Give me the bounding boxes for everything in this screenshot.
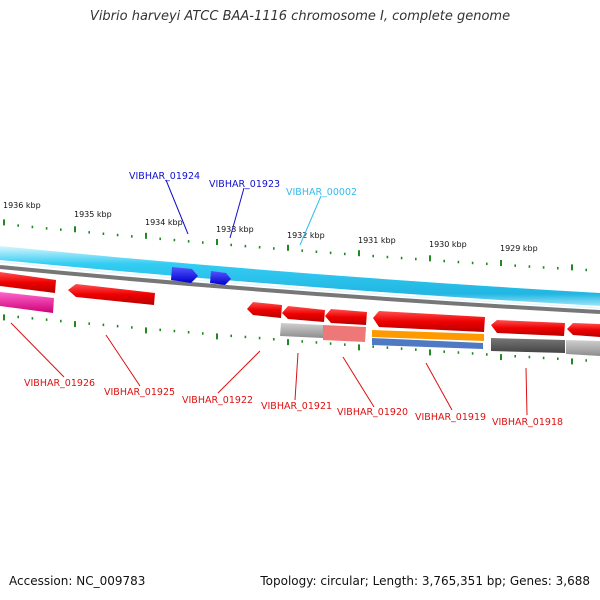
- label-vibhar-01919: VIBHAR_01919: [415, 412, 486, 423]
- scale-label-1929: 1929 kbp: [500, 244, 538, 253]
- map-title: Vibrio harveyi ATCC BAA-1116 chromosome …: [89, 9, 511, 24]
- track-orange: [372, 330, 484, 341]
- gene-forward-vibhar-01923: [210, 271, 231, 285]
- scale-label-1934: 1934 kbp: [145, 218, 183, 227]
- gene-reverse-vibhar-01919: [373, 311, 485, 332]
- inner-tick-row: [3, 314, 588, 365]
- scale-label-1930: 1930 kbp: [429, 240, 467, 249]
- gene-reverse-2: [567, 323, 600, 337]
- pink-feature: [0, 292, 54, 313]
- label-vibhar-01918: VIBHAR_01918: [492, 417, 563, 428]
- track-darkgrey: [491, 338, 565, 353]
- track-grey-2: [566, 340, 600, 356]
- gene-reverse-vibhar-01922: [247, 302, 282, 318]
- scale-label-1931: 1931 kbp: [358, 236, 396, 245]
- label-vibhar-01924: VIBHAR_01924: [129, 171, 200, 182]
- track-lightred: [323, 325, 366, 342]
- label-connectors: [10, 179, 528, 416]
- scale-label-1935: 1935 kbp: [74, 210, 112, 219]
- backbone-line: [0, 261, 600, 309]
- outer-tick-row: [3, 219, 588, 272]
- gene-reverse-vibhar-01925: [68, 284, 155, 305]
- gene-reverse-vibhar-01920: [325, 309, 367, 325]
- label-vibhar-00002: VIBHAR_00002: [286, 187, 357, 198]
- genome-summary-text: Topology: circular; Length: 3,765,351 bp…: [260, 574, 590, 588]
- gene-reverse-1: [0, 272, 56, 293]
- label-vibhar-01923: VIBHAR_01923: [209, 179, 280, 190]
- label-vibhar-01922: VIBHAR_01922: [182, 395, 253, 406]
- label-vibhar-01925: VIBHAR_01925: [104, 387, 175, 398]
- forward-strand-track: [0, 246, 600, 306]
- label-vibhar-01921: VIBHAR_01921: [261, 401, 332, 412]
- track-grey-1: [280, 323, 323, 338]
- gene-reverse-vibhar-01921: [282, 306, 325, 322]
- label-vibhar-01920: VIBHAR_01920: [337, 407, 408, 418]
- scale-label-1936: 1936 kbp: [3, 201, 41, 210]
- track-steelblue: [372, 338, 483, 349]
- scale-label-1933: 1933 kbp: [216, 225, 254, 234]
- accession-text: Accession: NC_009783: [9, 574, 146, 588]
- label-vibhar-01926: VIBHAR_01926: [24, 378, 95, 389]
- gene-reverse-vibhar-01918: [491, 320, 565, 336]
- strand-divider-line: [0, 265, 600, 314]
- gene-forward-vibhar-01924: [171, 267, 198, 283]
- scale-label-1932: 1932 kbp: [287, 231, 325, 240]
